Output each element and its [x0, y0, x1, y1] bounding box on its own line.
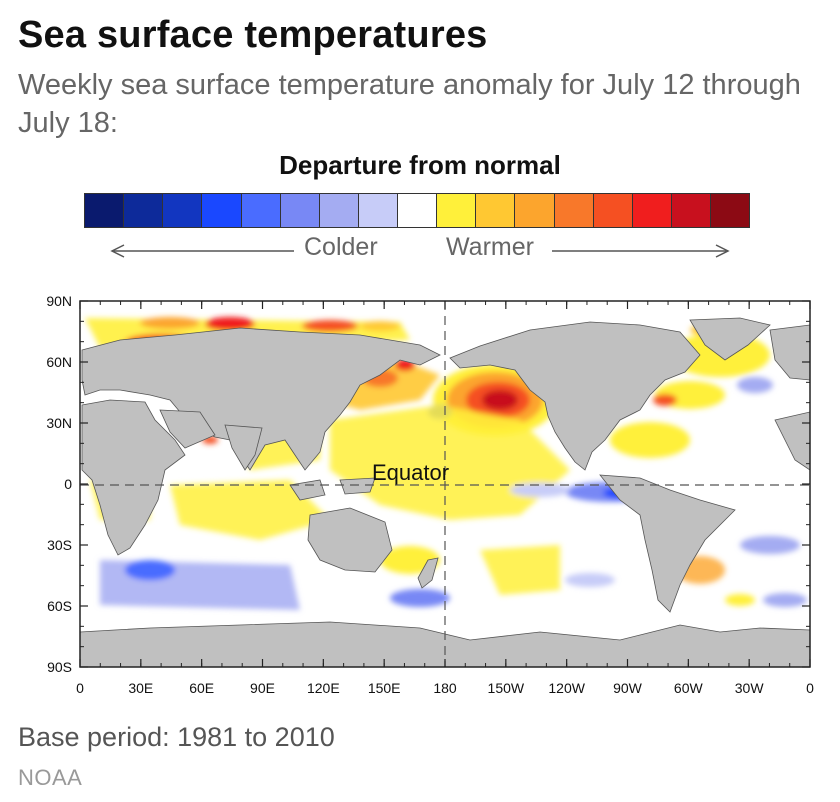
map-plot-area	[80, 301, 810, 667]
color-swatch	[437, 194, 477, 227]
legend-title: Departure from normal	[279, 150, 561, 180]
india-land	[224, 424, 263, 471]
colder-label: Colder	[304, 233, 378, 261]
lon-tick-label: 120E	[307, 680, 340, 696]
page-title: Sea surface temperatures	[18, 14, 488, 56]
color-swatch	[319, 194, 359, 227]
color-swatch	[358, 194, 398, 227]
lon-tick-label: 30E	[128, 680, 153, 696]
lat-tick-label: 90S	[47, 659, 72, 675]
color-swatch	[241, 194, 281, 227]
lon-tick-label: 0	[806, 680, 814, 696]
color-swatch	[671, 194, 711, 227]
color-swatch	[593, 194, 633, 227]
color-swatch	[554, 194, 594, 227]
lat-tick-label: 60N	[46, 354, 72, 370]
warmer-arrow-head	[715, 244, 730, 258]
lon-tick-label: 180	[433, 680, 457, 696]
south-america-land	[599, 474, 736, 613]
latitude-axis: 90N 60N 30N 0 30S 60S 90S	[46, 293, 810, 675]
australia-land	[307, 507, 393, 573]
lon-tick-label: 0	[76, 680, 84, 696]
west-africa-land	[774, 411, 810, 471]
lat-tick-label: 30S	[47, 537, 72, 553]
north-america-land	[449, 321, 701, 471]
lat-tick-label: 30N	[46, 415, 72, 431]
europe-land	[769, 324, 810, 381]
new-zealand-land	[417, 557, 439, 589]
anomaly-map: 90N 60N 30N 0 30S 60S 90S 0 30E 60E 90E 120E 150E 18…	[46, 293, 814, 696]
color-scale-bar	[84, 193, 750, 228]
antarctica-land	[80, 621, 810, 667]
page-subtitle: Weekly sea surface temperature anomaly f…	[18, 69, 801, 139]
color-swatch	[280, 194, 320, 227]
arabia-land	[159, 409, 216, 449]
eurasia-land	[81, 327, 441, 471]
color-swatch	[515, 194, 555, 227]
color-swatch	[85, 194, 125, 227]
lon-tick-label: 150W	[488, 680, 525, 696]
color-swatch	[711, 194, 750, 227]
longitude-axis: 0 30E 60E 90E 120E 150E 180 150W 120W 90W 60W 30W 0	[76, 301, 814, 696]
lon-tick-label: 150E	[368, 680, 401, 696]
lat-tick-label: 0	[64, 476, 72, 492]
color-swatch	[124, 194, 164, 227]
base-period-note: Base period: 1981 to 2010	[18, 722, 335, 752]
color-swatch	[163, 194, 203, 227]
equator-label: Equator	[372, 460, 449, 485]
warmer-label: Warmer	[446, 233, 534, 261]
lon-tick-label: 120W	[548, 680, 585, 696]
direction-arrows	[110, 244, 730, 258]
color-swatch	[202, 194, 242, 227]
lon-tick-label: 60E	[189, 680, 214, 696]
colder-arrow-head	[110, 244, 125, 258]
lon-tick-label: 90E	[250, 680, 275, 696]
greenland-land	[689, 317, 771, 361]
lon-tick-label: 30W	[735, 680, 765, 696]
land-masses	[80, 317, 810, 667]
new-guinea-land	[339, 477, 376, 495]
lat-tick-label: 90N	[46, 293, 72, 309]
source-credit: NOAA	[18, 765, 83, 790]
color-swatch	[398, 194, 438, 227]
lon-tick-label: 90W	[613, 680, 643, 696]
lat-tick-label: 60S	[47, 598, 72, 614]
color-swatch	[476, 194, 516, 227]
africa-land	[81, 399, 186, 556]
color-swatch	[632, 194, 672, 227]
lon-tick-label: 60W	[674, 680, 704, 696]
